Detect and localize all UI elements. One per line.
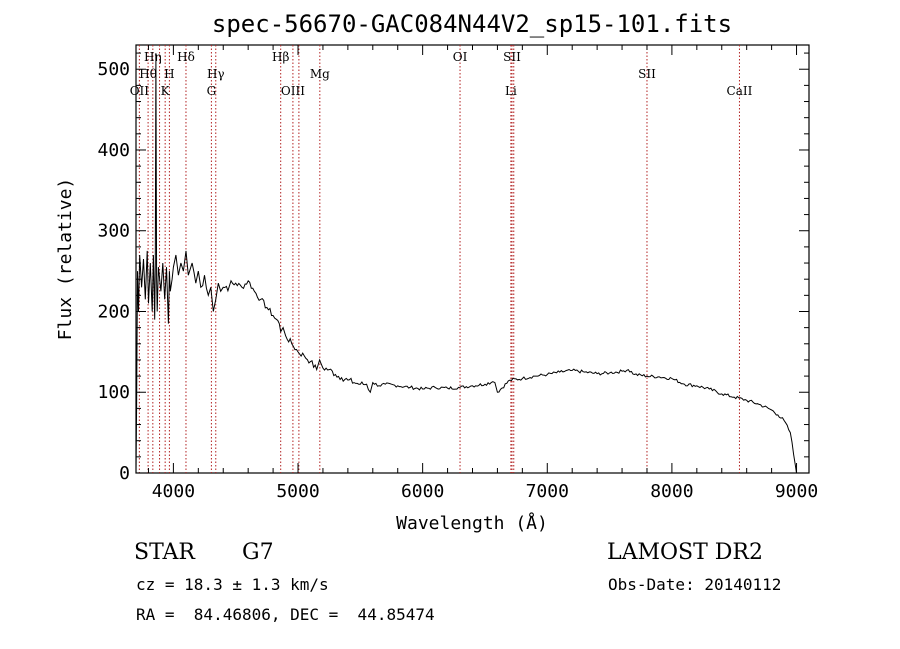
spectral-line-label: Hδ xyxy=(177,50,195,64)
x-tick-label: 6000 xyxy=(401,481,444,502)
y-tick-label: 500 xyxy=(97,59,130,80)
y-tick-label: 300 xyxy=(97,221,130,242)
x-tick-label: 8000 xyxy=(650,481,693,502)
x-axis-label: Wavelength (Å) xyxy=(396,512,548,534)
y-tick-label: 200 xyxy=(97,301,130,322)
object-subclass: G7 xyxy=(242,540,274,565)
x-tick-label: 4000 xyxy=(152,481,195,502)
spectral-line-label: H xyxy=(164,67,174,81)
spectral-line-markers xyxy=(138,45,740,473)
observation-date: Obs-Date: 20140112 xyxy=(608,575,782,594)
spectral-line-labels: Hη Hθ OII HK Hδ Hγ G Hβ OIII Mg OI SII Li SII CaII xyxy=(130,50,753,98)
spectral-line-label: Hβ xyxy=(272,50,289,64)
spectral-line-label: Hγ xyxy=(207,67,225,81)
spectral-line-label: Hθ xyxy=(139,67,157,81)
spectral-line-label: SII xyxy=(503,50,521,64)
x-axis-ticks: 4000 5000 6000 7000 8000 9000 xyxy=(147,45,818,502)
coordinates: RA = 84.46806, DEC = 44.85474 xyxy=(136,605,435,624)
spectral-line-label: G xyxy=(207,84,217,98)
plot-frame xyxy=(135,44,810,474)
spectral-line-label: OIII xyxy=(281,84,305,98)
object-class: STAR xyxy=(134,540,195,565)
x-tick-label: 7000 xyxy=(526,481,569,502)
survey-name: LAMOST DR2 xyxy=(607,540,763,565)
spectral-line-label: Hη xyxy=(144,50,162,64)
spectral-line-label: OI xyxy=(453,50,468,64)
y-tick-label: 100 xyxy=(97,382,130,403)
spectral-line-label: SII xyxy=(638,67,656,81)
y-tick-label: 400 xyxy=(97,140,130,161)
spectral-line-label: Li xyxy=(505,84,517,98)
spectral-line-label: K xyxy=(161,84,171,98)
spectral-line-label: Mg xyxy=(310,67,330,81)
y-tick-label: 0 xyxy=(119,463,130,484)
y-axis-ticks: 0 100 200 300 400 500 xyxy=(97,52,809,484)
x-tick-label: 5000 xyxy=(276,481,319,502)
chart-title: spec-56670-GAC084N44V2_sp15-101.fits xyxy=(212,10,732,38)
redshift-velocity: cz = 18.3 ± 1.3 km/s xyxy=(136,575,329,594)
x-tick-label: 9000 xyxy=(775,481,818,502)
y-axis-label: Flux (relative) xyxy=(55,178,76,341)
spectral-line-label: OII xyxy=(130,84,150,98)
spectrum-series-line xyxy=(135,53,797,474)
spectral-line-label: CaII xyxy=(727,84,753,98)
